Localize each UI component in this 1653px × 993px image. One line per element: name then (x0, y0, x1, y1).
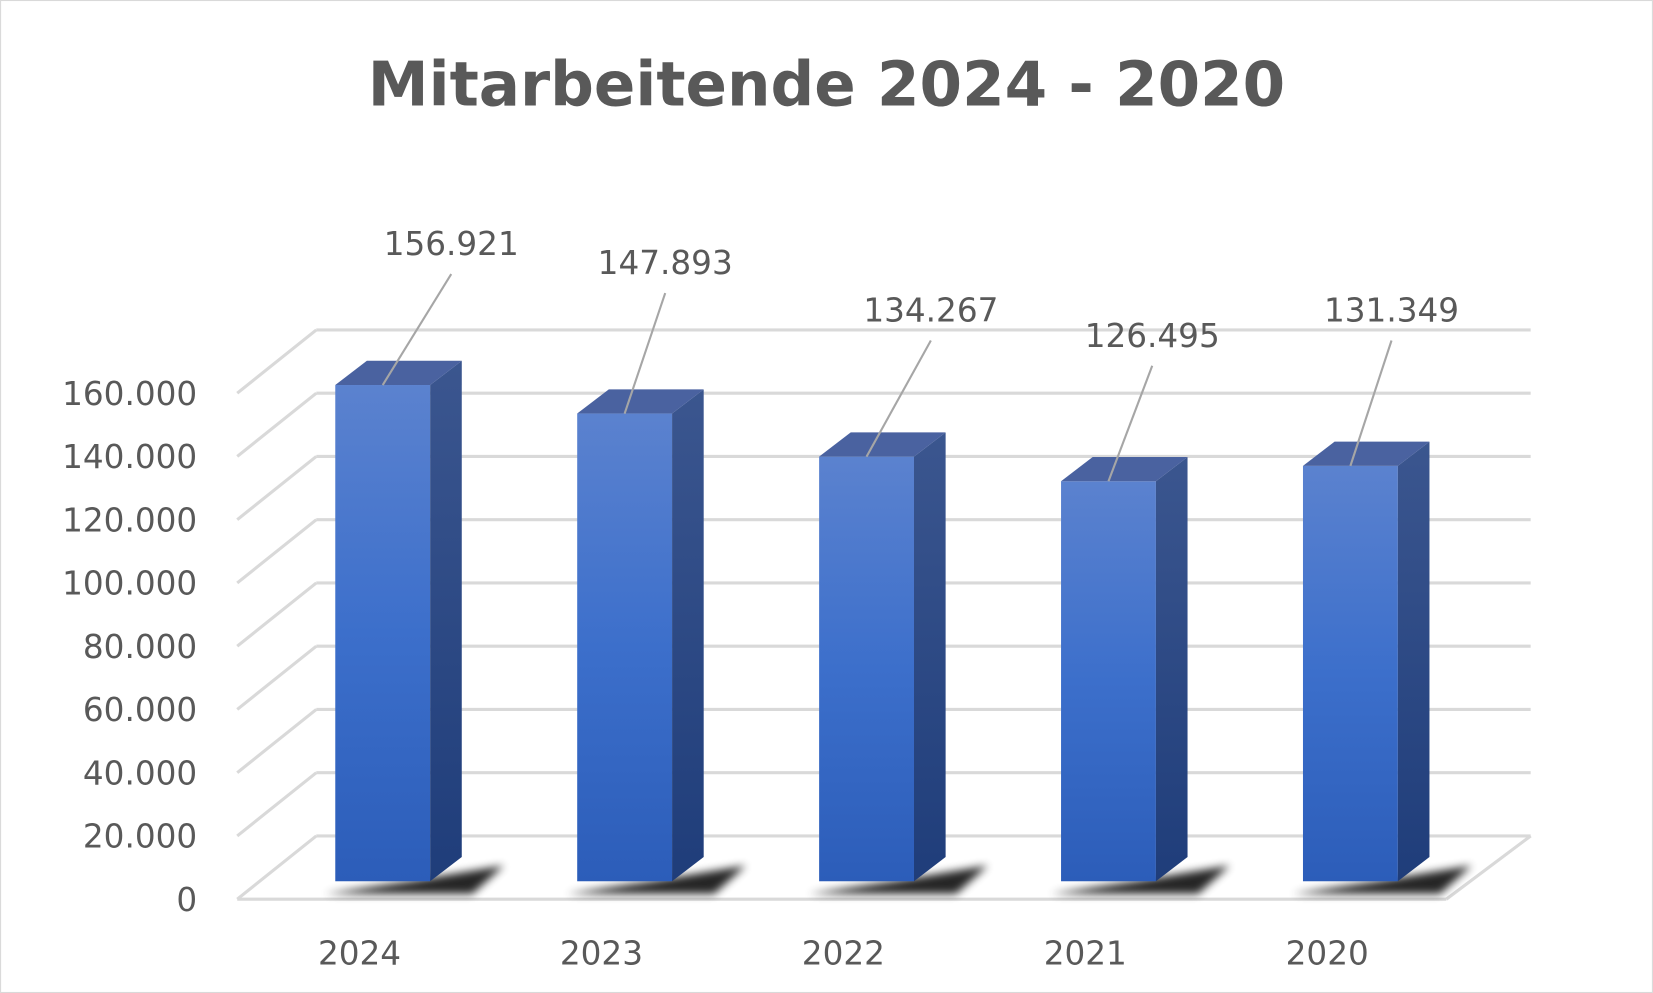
data-label: 156.921 (384, 225, 519, 263)
side-gridline (236, 518, 318, 585)
bar-top (1061, 456, 1188, 482)
y-tick-label: 0 (176, 881, 197, 919)
data-label-leader-line (1107, 365, 1154, 482)
side-gridline (236, 581, 318, 648)
x-tick-label: 2021 (1044, 935, 1127, 973)
bar-shadow (324, 865, 504, 894)
data-label-leader-line (865, 339, 932, 458)
bar-shadow (808, 865, 988, 894)
floor-right-edge (1445, 834, 1532, 901)
bar-front (577, 413, 673, 882)
bar-side (672, 389, 704, 882)
data-label: 147.893 (598, 244, 733, 282)
y-tick-label: 60.000 (83, 691, 197, 729)
bar-side (430, 360, 462, 882)
bar-side (913, 432, 946, 882)
y-tick-label: 100.000 (62, 565, 197, 603)
side-gridline (236, 328, 318, 395)
side-gridline (236, 834, 318, 901)
data-label: 131.349 (1324, 292, 1459, 330)
side-gridline (236, 391, 318, 458)
bar-shadow (1050, 865, 1230, 894)
data-label-leader-line (381, 273, 453, 386)
y-tick-label: 40.000 (83, 754, 197, 792)
bar-top (577, 389, 704, 414)
bar-2021 (1050, 456, 1230, 894)
data-label: 134.267 (863, 292, 998, 330)
bar-2022 (808, 432, 988, 894)
bar-2020 (1292, 441, 1472, 894)
bar-shadow (566, 865, 746, 894)
side-gridline (236, 644, 318, 711)
bar-front (1302, 465, 1398, 882)
bar-top (335, 360, 462, 386)
bar-front (819, 456, 914, 882)
bar-top (819, 432, 946, 457)
y-tick-label: 80.000 (83, 628, 197, 666)
bar-side (1397, 441, 1430, 882)
y-tick-label: 20.000 (83, 818, 197, 856)
side-gridline (236, 708, 318, 774)
side-gridline (236, 455, 318, 521)
x-tick-label: 2020 (1286, 935, 1369, 973)
x-tick-label: 2024 (318, 935, 401, 973)
bar-top (1302, 441, 1430, 466)
side-gridline (236, 771, 318, 838)
bar-2023 (566, 389, 746, 894)
y-tick-label: 120.000 (62, 501, 197, 539)
y-tick-label: 140.000 (62, 438, 197, 476)
data-label-leader-line (1349, 340, 1393, 467)
x-tick-label: 2023 (560, 935, 643, 973)
bar-2024 (324, 360, 504, 894)
x-tick-label: 2022 (802, 935, 885, 973)
chart-title: Mitarbeitende 2024 - 2020 (368, 49, 1285, 120)
y-tick-label: 160.000 (62, 375, 197, 413)
bar-side (1155, 456, 1188, 882)
bar-front (1061, 481, 1156, 882)
bar-front (335, 385, 431, 882)
bar-shadow (1292, 865, 1472, 894)
data-label-leader-line (623, 292, 667, 414)
data-label: 126.495 (1085, 317, 1220, 355)
